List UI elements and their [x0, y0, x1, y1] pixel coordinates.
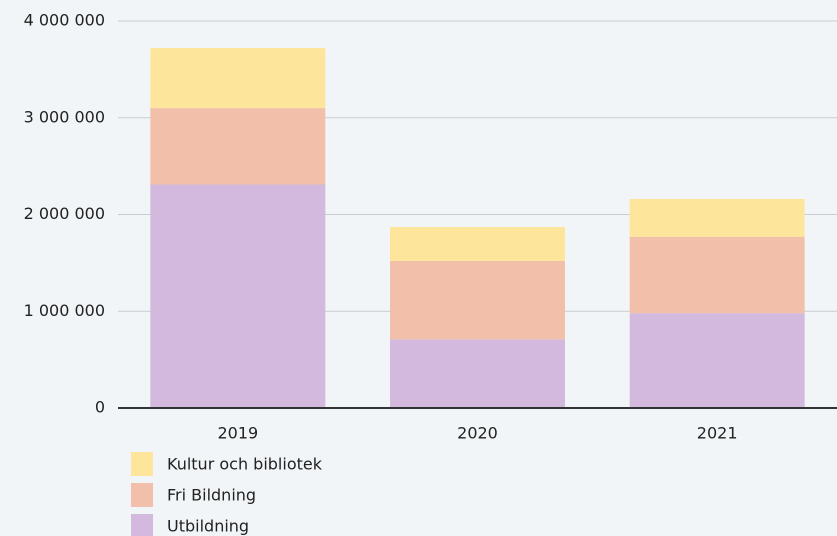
bar-segment [390, 339, 565, 408]
legend-label: Utbildning [167, 517, 249, 536]
legend-swatch [131, 483, 153, 507]
bar-segment [629, 313, 805, 408]
bar-segment [150, 184, 326, 408]
legend-swatch [131, 452, 153, 476]
legend-label: Fri Bildning [167, 486, 256, 505]
y-tick-label: 4 000 000 [24, 11, 105, 30]
x-tick-label: 2021 [697, 424, 738, 443]
y-tick-label: 0 [95, 398, 105, 417]
bar-segment [150, 48, 326, 109]
bar-segment [629, 199, 805, 237]
x-tick-label: 2019 [217, 424, 258, 443]
y-tick-label: 3 000 000 [24, 107, 105, 126]
bar-segment [150, 108, 326, 185]
bar-segment [390, 227, 565, 261]
bar-segment [629, 236, 805, 314]
x-tick-label: 2020 [457, 424, 498, 443]
legend-swatch [131, 514, 153, 536]
bar-segment [390, 260, 565, 340]
y-tick-label: 2 000 000 [24, 204, 105, 223]
y-tick-label: 1 000 000 [24, 301, 105, 320]
legend-label: Kultur och bibliotek [167, 455, 323, 474]
